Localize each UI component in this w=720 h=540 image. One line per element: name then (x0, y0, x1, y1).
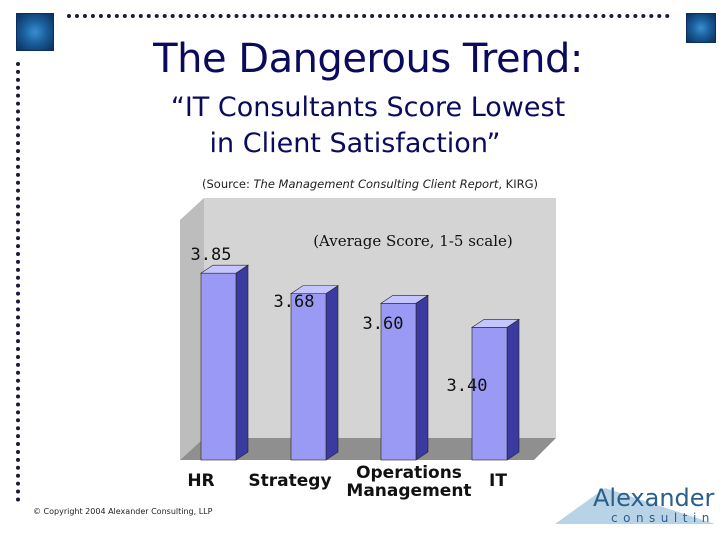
category-label-line: IT (489, 471, 507, 491)
bar-2 (380, 302, 417, 461)
top-right-square (686, 13, 716, 43)
alexander-logo: Alexander consulting (555, 484, 715, 525)
bar-top-0 (200, 264, 249, 274)
category-label-1: Strategy (248, 471, 331, 491)
bar-3 (471, 327, 508, 461)
bar-side-1 (325, 285, 339, 461)
bar-side-0 (235, 264, 249, 461)
category-label-line: HR (187, 471, 214, 491)
subtitle-line-1: “IT Consultants Score Lowest (170, 92, 566, 123)
value-label-0: 3.85 (191, 245, 232, 265)
source-note: (Source: The Management Consulting Clien… (0, 177, 720, 191)
top-left-square (16, 13, 54, 51)
chart-back-wall (180, 198, 556, 460)
chart-floor (180, 438, 556, 460)
bar-0 (200, 272, 237, 461)
bar-1 (290, 293, 327, 461)
source-prefix: (Source: (202, 177, 254, 191)
source-suffix: , KIRG) (498, 177, 538, 191)
chart-side-wall (180, 198, 204, 460)
bar-top-1 (290, 285, 339, 294)
category-label-2: Operations Management (346, 463, 471, 501)
category-label-3: IT (489, 471, 507, 491)
logo-triangle (555, 488, 715, 524)
category-label-0: HR (187, 471, 214, 491)
subtitle-line-2: in Client Satisfaction” (209, 128, 501, 159)
source-report-title: The Management Consulting Client Report (253, 177, 499, 191)
chart-title: (Average Score, 1-5 scale) (313, 232, 513, 250)
logo-word-consulting: consulting (611, 511, 715, 525)
copyright-text: © Copyright 2004 Alexander Consulting, L… (33, 507, 213, 516)
value-label-2: 3.60 (363, 314, 404, 334)
slide-title: The Dangerous Trend: (153, 36, 583, 82)
top-dotted-rule (67, 14, 670, 18)
category-label-line: Management (346, 481, 471, 501)
value-label-3: 3.40 (447, 376, 488, 396)
bar-side-3 (506, 318, 520, 461)
bar-side-2 (415, 294, 429, 461)
value-label-1: 3.68 (274, 292, 315, 312)
left-dotted-rule (16, 62, 20, 502)
logo-word-alexander: Alexander (593, 484, 715, 512)
category-label-line: Operations (356, 463, 462, 483)
slide-subtitle: “IT Consultants Score Lowest in Client S… (0, 90, 720, 162)
bar-top-3 (471, 319, 520, 328)
bar-top-2 (380, 294, 429, 304)
category-label-line: Strategy (248, 471, 331, 491)
